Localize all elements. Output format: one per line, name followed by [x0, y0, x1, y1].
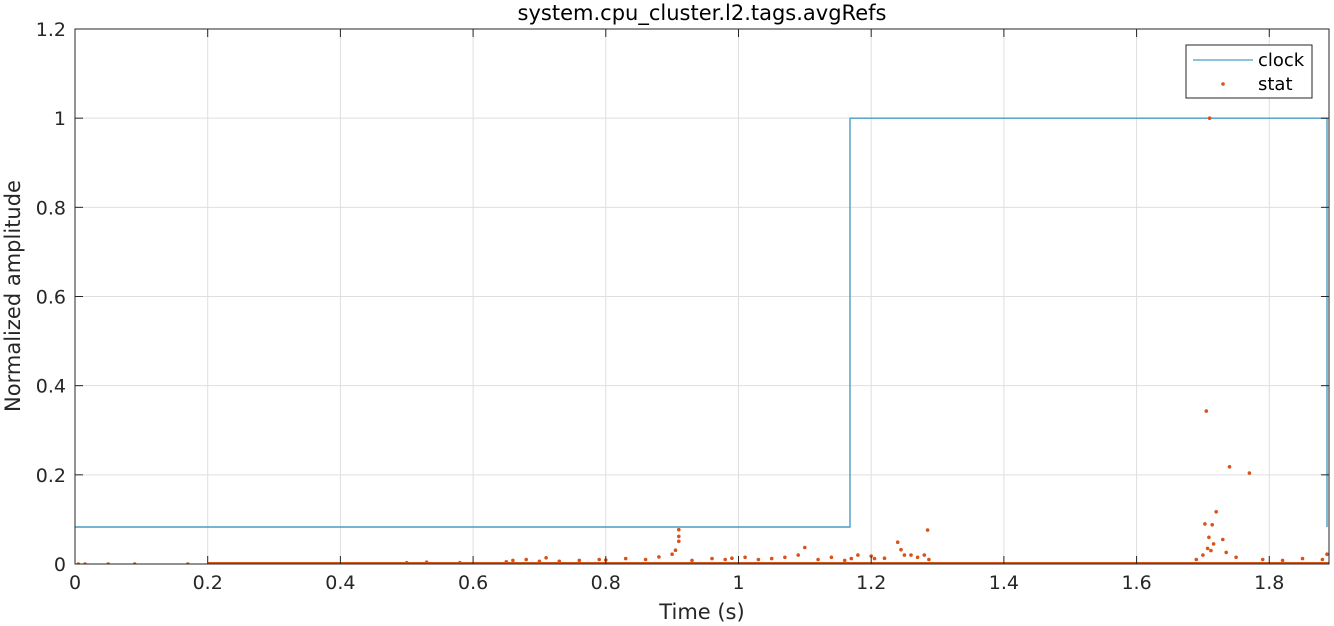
x-tick-label: 1.6: [1121, 572, 1151, 594]
stat-point: [723, 557, 727, 562]
stat-point: [1325, 552, 1329, 556]
legend-box: [1185, 44, 1313, 99]
stat-point: [1209, 548, 1213, 553]
stat-point: [1247, 471, 1252, 475]
stat-point: [597, 557, 601, 562]
x-tick-label: 0.4: [325, 572, 355, 594]
x-tick-label: 1.4: [989, 572, 1019, 594]
stat-point: [1205, 546, 1210, 551]
stat-point: [1214, 510, 1218, 514]
stat-point: [1224, 550, 1228, 555]
y-tick-label: 0: [54, 554, 66, 576]
y-tick-label: 0.4: [36, 376, 66, 398]
stat-point: [710, 556, 714, 561]
stat-point: [524, 557, 528, 562]
series-clock-line: [75, 117, 1328, 528]
stat-point: [1234, 555, 1238, 560]
stat-point: [657, 555, 661, 559]
stat-point: [902, 553, 907, 557]
stat-point: [504, 560, 509, 564]
stat-point: [849, 556, 854, 561]
stat-point: [1211, 542, 1216, 546]
stat-point: [915, 555, 920, 560]
stat-point: [1194, 557, 1199, 562]
stat-point: [1227, 465, 1232, 469]
stat-point: [424, 560, 429, 564]
stat-point: [623, 556, 628, 561]
y-axis-title: Normalized amplitude: [1, 180, 25, 412]
stat-point: [544, 556, 548, 560]
stat-point: [1204, 409, 1209, 413]
stat-point: [922, 553, 927, 557]
stat-point: [730, 556, 734, 560]
stat-point: [783, 555, 787, 560]
x-axis-title: Time (s): [658, 600, 744, 624]
stat-point: [856, 553, 860, 557]
x-tick-label: 1.8: [1254, 572, 1284, 594]
x-tick-label: 1.2: [856, 572, 886, 594]
stat-point: [756, 557, 761, 562]
y-tick-label: 0.6: [36, 287, 66, 309]
stat-point: [1280, 558, 1285, 563]
stat-point: [511, 558, 515, 563]
x-tick-label: 1: [732, 572, 744, 594]
legend-stat-swatch: [1221, 82, 1225, 86]
axis-tick-labels: 0 0.2 0.4 0.6 0.8 1 1.2 1.4 1.6 1.8 0 0.2 0.4 0.6 0.8 1…: [36, 19, 1285, 594]
stat-point: [1207, 535, 1211, 540]
stat-point: [1203, 522, 1207, 526]
stat-point: [909, 553, 913, 557]
stat-point: [882, 556, 887, 560]
stat-point: [796, 553, 800, 557]
stat-point: [670, 552, 674, 556]
legend-stat-label: stat: [1258, 74, 1293, 95]
stat-point: [829, 555, 834, 560]
y-tick-label: 0.2: [36, 465, 66, 487]
stat-point: [899, 547, 903, 552]
stat-point: [895, 540, 900, 544]
stat-point: [743, 555, 747, 560]
stat-point: [1221, 537, 1225, 542]
stat-point: [1300, 556, 1305, 561]
x-tick-label: 0.2: [193, 572, 223, 594]
stat-point: [1260, 557, 1265, 562]
legend: clock stat: [1185, 44, 1313, 99]
y-tick-label: 1.2: [36, 19, 66, 41]
legend-clock-label: clock: [1258, 50, 1305, 71]
stat-point: [404, 560, 409, 564]
stat-point: [690, 558, 694, 563]
stat-point: [577, 558, 582, 563]
stat-point: [677, 534, 681, 539]
y-tick-label: 0.8: [36, 197, 66, 219]
stat-point: [458, 560, 462, 564]
chart-title: system.cpu_cluster.l2.tags.avgRefs: [518, 1, 887, 26]
stat-point: [677, 539, 681, 544]
stat-point: [927, 557, 931, 562]
x-tick-label: 0.8: [591, 572, 621, 594]
axis-ticks: [74, 28, 1329, 565]
stat-point: [557, 559, 562, 564]
stat-point: [643, 557, 648, 562]
stat-point: [673, 548, 678, 552]
stat-point: [1201, 553, 1205, 557]
x-tick-label: 0.6: [458, 572, 488, 594]
stat-point: [677, 527, 681, 532]
stat-point: [925, 528, 930, 532]
stat-point: [537, 559, 542, 564]
stat-point: [816, 557, 820, 562]
stat-point: [842, 558, 847, 563]
stat-point: [872, 556, 877, 561]
stat-point: [803, 545, 807, 550]
stat-point: [1210, 523, 1214, 527]
x-tick-label: 0: [69, 572, 81, 594]
y-tick-label: 1: [54, 108, 66, 130]
stat-point: [769, 556, 774, 561]
stat-point: [1320, 557, 1325, 562]
stat-point: [1207, 116, 1212, 120]
